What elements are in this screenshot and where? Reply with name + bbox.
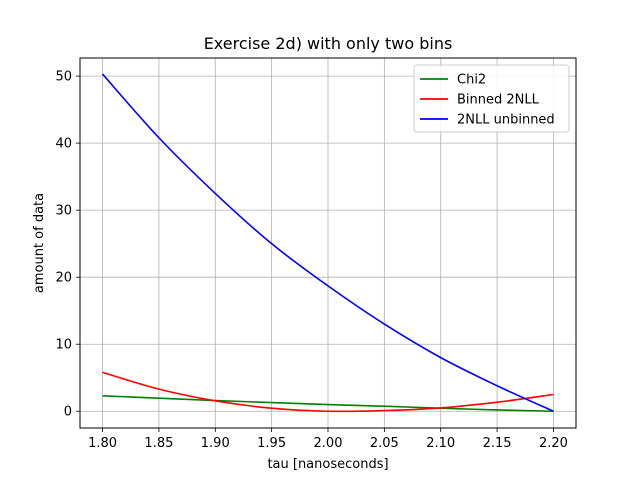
- y-tick-label: 50: [55, 70, 72, 85]
- y-tick-label: 20: [55, 271, 72, 286]
- x-tick-label: 1.90: [201, 436, 230, 451]
- legend-label: Binned 2NLL: [457, 93, 540, 108]
- x-axis-label: tau [nanoseconds]: [267, 457, 388, 472]
- series-line-2nll-unbinned: [101, 73, 554, 412]
- x-axis-ticks: 1.80 1.85 1.90 1.95 2.00 2.05 2.10 2.15 2.20: [88, 428, 568, 451]
- legend: Chi2 Binned 2NLL 2NLL unbinned: [413, 64, 570, 133]
- y-tick-label: 10: [55, 338, 72, 353]
- x-tick-label: 2.05: [370, 436, 399, 451]
- y-tick-label: 40: [55, 137, 72, 152]
- x-tick-label: 1.85: [144, 436, 173, 451]
- series-line-chi2: [102, 395, 554, 413]
- x-tick-label: 2.20: [539, 436, 568, 451]
- x-tick-label: 2.15: [483, 436, 512, 451]
- x-tick-label: 1.80: [88, 436, 117, 451]
- x-tick-label: 2.10: [426, 436, 455, 451]
- y-tick-label: 0: [64, 405, 72, 420]
- series-line-binned-2nll: [102, 371, 554, 413]
- legend-label: Chi2: [457, 73, 486, 88]
- chart-title: Exercise 2d) with only two bins: [204, 34, 453, 53]
- y-axis-ticks: 0 10 20 30 40 50: [55, 70, 80, 420]
- x-tick-label: 1.95: [257, 436, 286, 451]
- legend-box: [413, 64, 570, 133]
- y-tick-label: 30: [55, 204, 72, 219]
- x-tick-label: 2.00: [314, 436, 343, 451]
- legend-label: 2NLL unbinned: [457, 113, 555, 128]
- series-lines: [101, 73, 554, 413]
- y-axis-label: amount of data: [32, 193, 47, 293]
